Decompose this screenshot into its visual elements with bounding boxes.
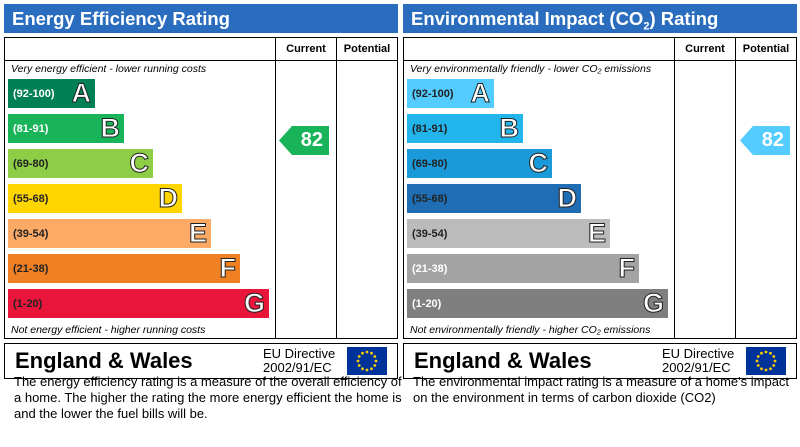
band-f: (21-38) F — [8, 253, 240, 283]
region-label: England & Wales — [414, 348, 592, 373]
band-letter: B — [100, 113, 120, 143]
title-suffix: ) Rating — [649, 8, 719, 29]
band-letter: E — [587, 218, 606, 248]
band-d: (55-68) D — [407, 183, 581, 213]
header-divider — [5, 60, 397, 61]
band-letter: B — [499, 113, 519, 143]
band-b: (81-91) B — [407, 113, 523, 143]
top-note: Very energy efficient - lower running co… — [11, 63, 207, 75]
header-divider — [404, 60, 796, 61]
band-g: (1-20) G — [407, 288, 668, 318]
band-range: (55-68) — [412, 192, 448, 205]
directive-line2: 2002/91/EC — [662, 360, 731, 375]
energy-footer: England & Wales EU Directive 2002/91/EC — [4, 343, 398, 379]
band-b: (81-91) B — [8, 113, 124, 143]
band-range: (21-38) — [412, 262, 448, 275]
environment-rating-table: Current Potential Very environmentally f… — [403, 37, 797, 339]
band-range: (1-20) — [13, 297, 43, 310]
band-e: (39-54) E — [8, 218, 211, 248]
potential-column-header: Potential — [343, 43, 391, 55]
band-range: (69-80) — [412, 157, 448, 170]
band-range: (55-68) — [13, 192, 49, 205]
directive-line1: EU Directive — [263, 346, 336, 361]
band-letter: F — [219, 253, 236, 283]
band-d: (55-68) D — [8, 183, 182, 213]
environment-footer: England & Wales EU Directive 2002/91/EC — [403, 343, 797, 379]
band-letter: E — [188, 218, 207, 248]
eu-directive: EU Directive 2002/91/EC — [662, 347, 734, 375]
current-column-header: Current — [685, 43, 725, 55]
environmental-impact-panel: Environmental Impact (CO2) Rating Curren… — [403, 4, 797, 379]
band-letter: D — [557, 183, 577, 213]
band-range: (92-100) — [13, 87, 55, 100]
energy-title: Energy Efficiency Rating — [4, 4, 398, 33]
band-range: (1-20) — [412, 297, 442, 310]
band-letter: C — [129, 148, 149, 178]
band-letter: G — [243, 288, 265, 318]
band-letter: C — [528, 148, 548, 178]
column-divider — [275, 38, 276, 338]
band-c: (69-80) C — [407, 148, 552, 178]
band-range: (69-80) — [13, 157, 49, 170]
directive-line2: 2002/91/EC — [263, 360, 332, 375]
band-range: (81-91) — [412, 122, 448, 135]
potential-rating-arrow: 82 — [740, 126, 790, 155]
potential-column-header: Potential — [742, 43, 790, 55]
current-column-header: Current — [286, 43, 326, 55]
band-letter: G — [642, 288, 664, 318]
title-subscript: 2 — [643, 20, 650, 33]
band-range: (81-91) — [13, 122, 49, 135]
bottom-note: Not energy efficient - higher running co… — [11, 324, 206, 336]
column-divider — [336, 38, 337, 338]
band-letter: D — [158, 183, 178, 213]
energy-rating-table: Current Potential Very energy efficient … — [4, 37, 398, 339]
current-rating-arrow: 82 — [279, 126, 329, 155]
title-prefix: Environmental Impact (CO — [411, 8, 644, 29]
band-range: (92-100) — [412, 87, 454, 100]
eu-flag-icon — [746, 347, 786, 375]
top-note: Very environmentally friendly - lower CO… — [410, 63, 652, 75]
band-e: (39-54) E — [407, 218, 610, 248]
band-f: (21-38) F — [407, 253, 639, 283]
environment-description: The environmental impact rating is a mea… — [413, 374, 790, 405]
band-g: (1-20) G — [8, 288, 269, 318]
band-range: (39-54) — [13, 227, 49, 240]
column-divider — [674, 38, 675, 338]
band-a: (92-100) A — [407, 78, 494, 108]
band-letter: A — [71, 78, 91, 108]
band-letter: A — [470, 78, 490, 108]
region-label: England & Wales — [15, 348, 193, 373]
bottom-note: Not environmentally friendly - higher CO… — [410, 324, 651, 336]
band-a: (92-100) A — [8, 78, 95, 108]
band-letter: F — [618, 253, 635, 283]
energy-efficiency-panel: Energy Efficiency Rating Current Potenti… — [4, 4, 398, 379]
environment-title: Environmental Impact (CO2) Rating — [403, 4, 797, 33]
band-c: (69-80) C — [8, 148, 153, 178]
band-range: (21-38) — [13, 262, 49, 275]
band-range: (39-54) — [412, 227, 448, 240]
eu-directive: EU Directive 2002/91/EC — [263, 347, 335, 375]
directive-line1: EU Directive — [662, 346, 735, 361]
column-divider — [735, 38, 736, 338]
eu-flag-icon — [347, 347, 387, 375]
energy-description: The energy efficiency rating is a measur… — [14, 374, 402, 421]
